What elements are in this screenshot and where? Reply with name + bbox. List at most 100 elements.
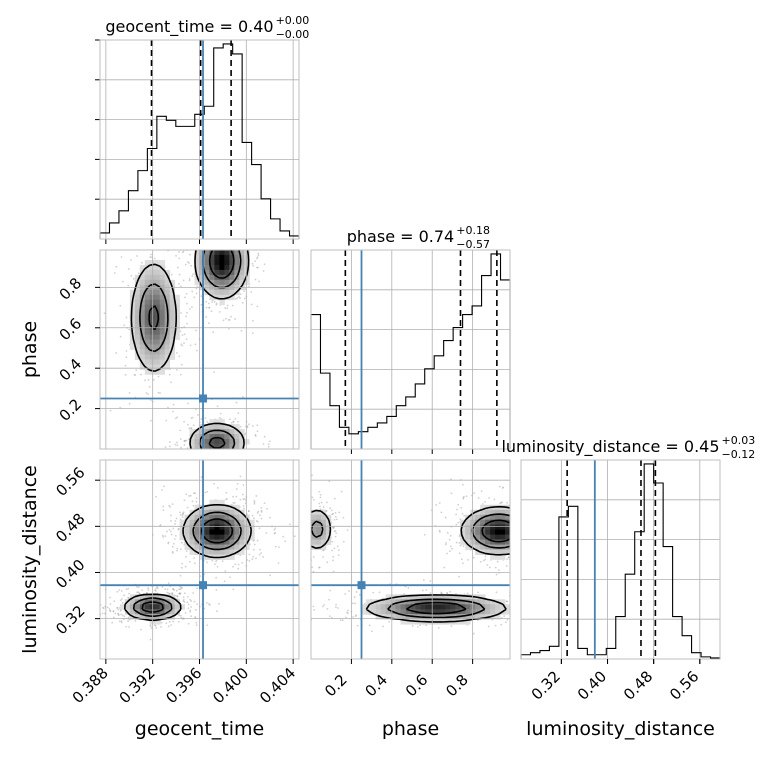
sample-point: [522, 614, 524, 616]
sample-point: [293, 535, 296, 538]
sample-point: [174, 443, 177, 446]
sample-point: [181, 344, 184, 347]
x-tick-label: 0.400: [209, 664, 252, 707]
sample-point: [210, 451, 212, 453]
sample-point: [192, 235, 194, 237]
sample-point: [333, 518, 336, 521]
sample-point: [273, 528, 276, 531]
sample-point: [173, 589, 176, 591]
density-cell: [134, 354, 141, 360]
density-cell: [204, 279, 210, 286]
sample-point: [181, 516, 184, 519]
density-cell: [460, 599, 466, 605]
density-cell: [159, 599, 166, 605]
sample-point: [191, 290, 194, 293]
sample-point: [213, 301, 216, 303]
density-cell: [325, 529, 332, 536]
sample-point: [101, 612, 104, 615]
sample-point: [532, 548, 534, 550]
density-cell: [249, 519, 255, 526]
density-cell: [144, 354, 151, 360]
sample-point: [225, 491, 228, 494]
density-cell: [325, 524, 332, 531]
density-cell: [465, 594, 471, 600]
sample-point: [540, 526, 542, 528]
sample-point: [235, 230, 237, 232]
sample-point: [462, 495, 465, 498]
sample-point: [226, 208, 228, 210]
density-cell: [134, 339, 141, 345]
density-cell: [194, 509, 200, 516]
density-cell: [169, 304, 176, 311]
sample-point: [125, 356, 128, 359]
sample-point: [542, 600, 544, 602]
density-cell: [415, 599, 421, 605]
density-cell: [174, 334, 180, 340]
sample-point: [539, 535, 541, 537]
sample-point: [248, 423, 250, 426]
density-cell: [239, 519, 245, 526]
sample-point: [256, 520, 259, 523]
density-cell: [169, 609, 176, 615]
sample-point: [128, 402, 131, 405]
density-cell: [169, 329, 176, 335]
sample-point: [267, 443, 270, 446]
density-cell: [219, 429, 225, 435]
sample-point: [125, 316, 128, 319]
sample-point: [82, 627, 84, 629]
sample-point: [322, 556, 325, 558]
sample-point: [353, 596, 356, 598]
density-cell: [159, 259, 166, 266]
sample-point: [233, 220, 235, 222]
sample-point: [461, 483, 464, 486]
density-cell: [490, 524, 496, 531]
sample-point: [236, 482, 239, 485]
sample-point: [304, 538, 306, 540]
density-cell: [375, 614, 382, 620]
sample-point: [199, 575, 202, 578]
density-cell: [129, 604, 136, 610]
sample-point: [526, 524, 528, 526]
sample-point: [248, 560, 251, 562]
sample-point: [149, 399, 152, 402]
density-cell: [189, 544, 195, 550]
sample-point: [518, 522, 520, 524]
sample-point: [168, 528, 171, 531]
sample-point: [303, 516, 305, 518]
density-cell: [219, 419, 225, 425]
sample-point: [170, 273, 173, 276]
density-cell: [209, 289, 215, 296]
sample-point: [529, 513, 531, 515]
sample-point: [172, 620, 175, 623]
sample-point: [517, 531, 519, 533]
density-cell: [154, 334, 161, 340]
sample-point: [563, 606, 565, 608]
density-cell: [460, 594, 466, 600]
sample-point: [205, 602, 208, 604]
sample-point: [259, 548, 261, 551]
density-cell: [189, 519, 195, 526]
sample-point: [222, 194, 224, 196]
density-cell: [189, 514, 195, 521]
density-cell: [400, 604, 406, 610]
density-cell: [169, 354, 176, 360]
truth-marker: [199, 581, 208, 590]
sample-point: [137, 272, 140, 275]
sample-point: [225, 453, 227, 455]
density-cell: [134, 324, 141, 330]
sample-point: [333, 497, 336, 500]
density-cell: [370, 604, 377, 610]
sample-point: [530, 510, 532, 512]
density-cell: [139, 594, 146, 600]
sample-point: [125, 588, 128, 591]
sample-point: [188, 495, 190, 497]
sample-point: [201, 247, 203, 249]
density-cell: [159, 614, 166, 620]
density-cell: [430, 604, 436, 610]
sample-point: [117, 247, 119, 249]
density-cell: [385, 614, 391, 620]
sample-point: [162, 505, 165, 508]
sample-point: [178, 614, 181, 617]
sample-point: [540, 558, 542, 560]
sample-point: [119, 599, 122, 602]
